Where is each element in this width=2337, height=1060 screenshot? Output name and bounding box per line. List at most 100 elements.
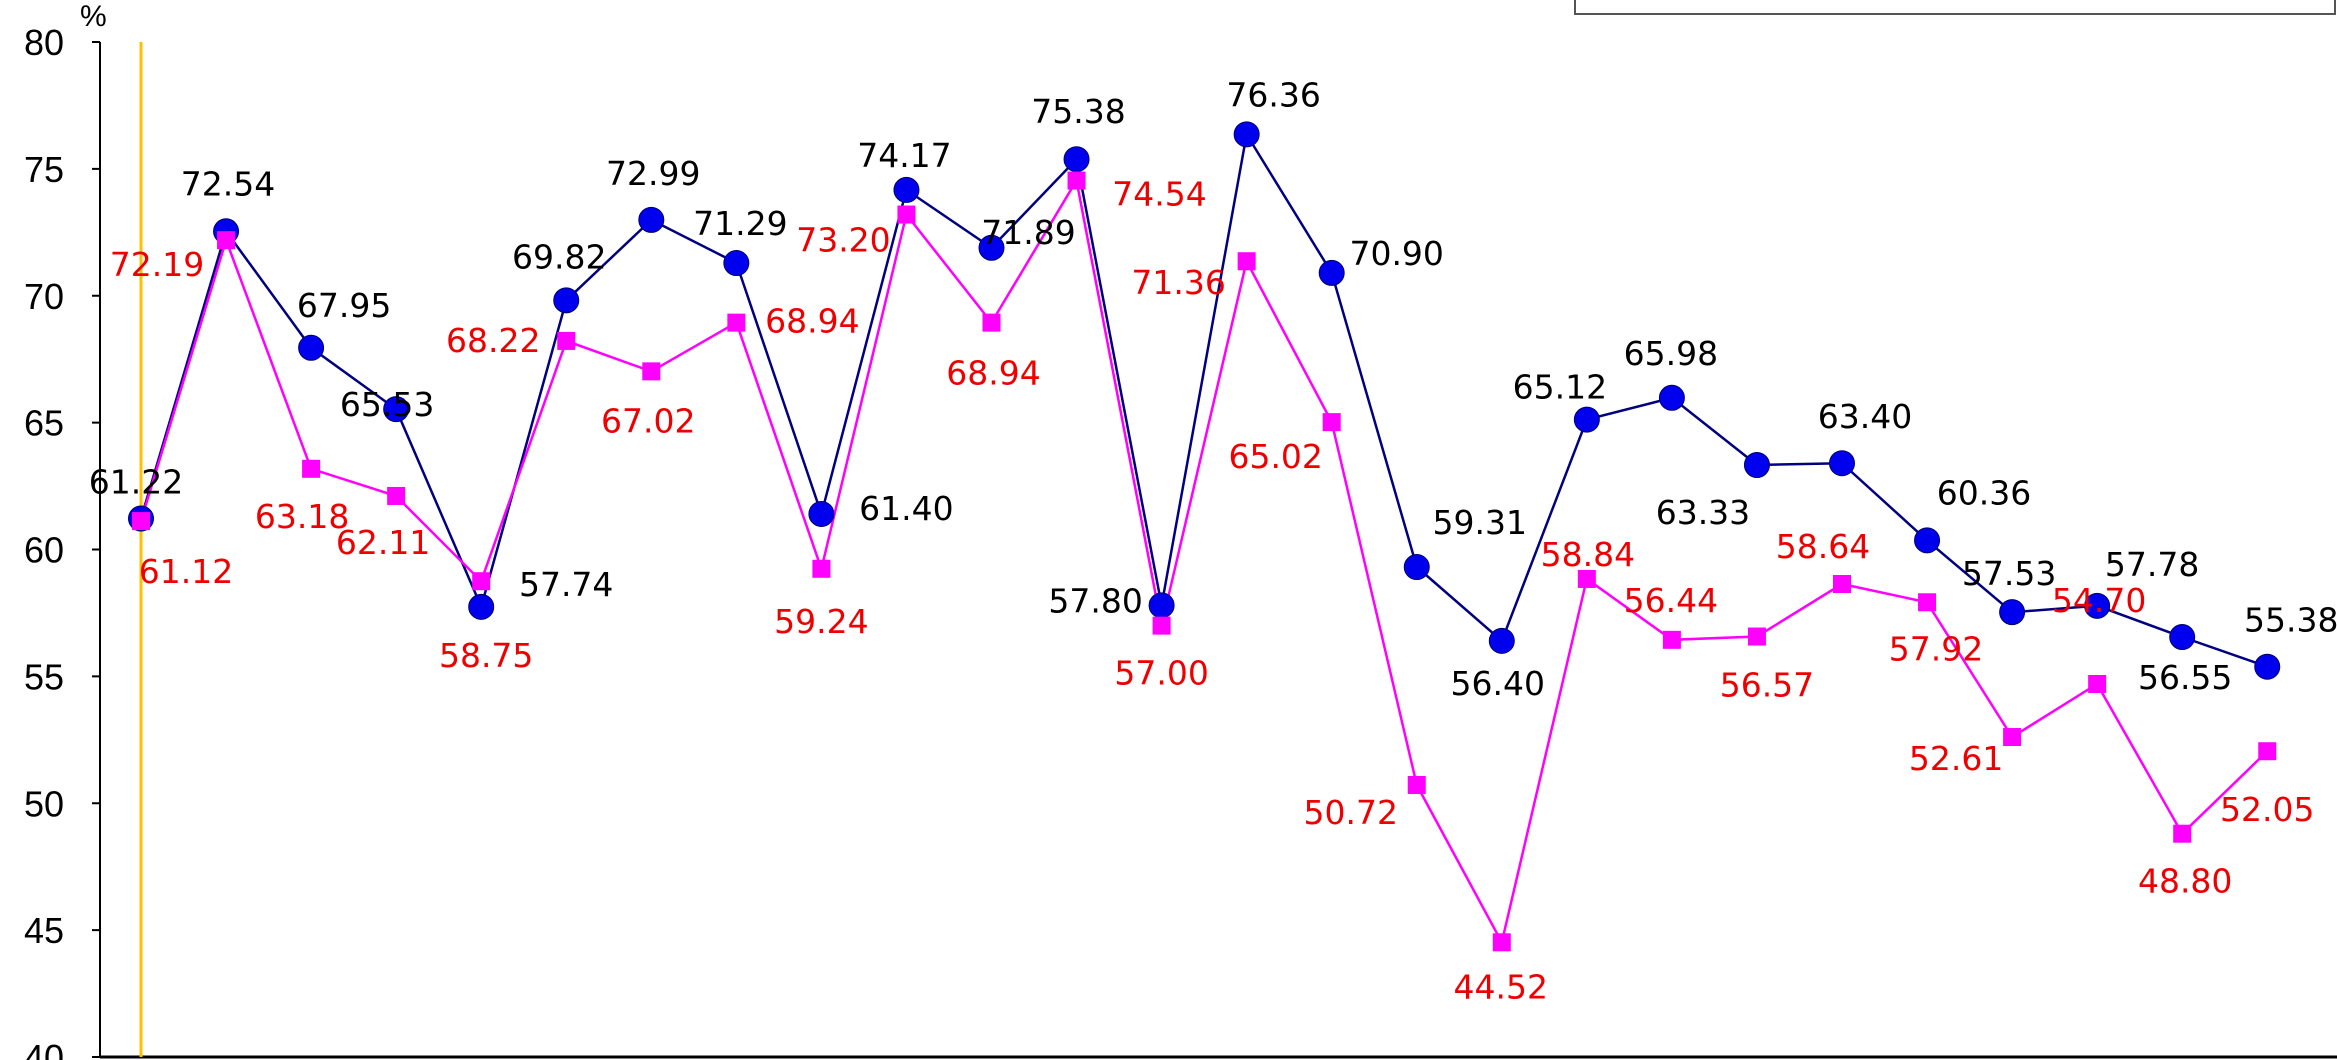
series-1-data-label: 57.53 <box>1962 554 2056 593</box>
series-markers <box>128 121 2281 952</box>
series-1-data-label: 71.89 <box>981 213 1075 252</box>
series-1-point <box>1488 627 1515 654</box>
series-1-point <box>1318 259 1345 286</box>
series-2-data-label: 56.44 <box>1624 581 1718 620</box>
legend-box-edge <box>1574 0 2336 15</box>
series-2-data-label: 68.94 <box>946 354 1040 393</box>
series-1-data-label: 56.40 <box>1451 664 1545 703</box>
series-1-point <box>2169 624 2196 651</box>
series-2-data-label: 58.84 <box>1541 535 1635 574</box>
series-1-point <box>808 500 835 527</box>
series-1-data-label: 59.31 <box>1433 503 1527 542</box>
series-2-data-label: 59.24 <box>774 602 868 641</box>
series-1-data-label: 70.90 <box>1349 234 1443 273</box>
series-2-point <box>1152 616 1171 635</box>
series-2-data-label: 57.00 <box>1114 654 1208 693</box>
series-2-data-label: 58.64 <box>1776 527 1870 566</box>
series-1-data-label: 56.55 <box>2138 658 2232 697</box>
series-2-point <box>982 313 1001 332</box>
y-tick-label: 80 <box>24 22 64 63</box>
series-2-point <box>217 231 236 250</box>
series-2-data-label: 48.80 <box>2138 862 2232 901</box>
series-2-point <box>1662 630 1681 649</box>
series-1-point <box>1148 592 1175 619</box>
series-2-point <box>302 459 321 478</box>
series-1-point <box>638 206 665 233</box>
series-1-point <box>468 593 495 620</box>
series-1-point <box>893 176 920 203</box>
series-line-2 <box>139 177 2269 946</box>
y-tick-label: 60 <box>24 530 64 571</box>
series-1-data-label: 75.38 <box>1031 92 1125 131</box>
series-2-point <box>1577 569 1596 588</box>
series-1-data-label: 57.74 <box>519 565 613 604</box>
series-2-data-label: 50.72 <box>1304 793 1398 832</box>
series-1-point <box>2084 592 2111 619</box>
series-1-data-label: 60.36 <box>1937 473 2031 512</box>
series-1-data-label: 72.54 <box>181 164 275 203</box>
series-2-data-label: 52.05 <box>2220 790 2314 829</box>
series-1-data-label: 65.98 <box>1624 334 1718 373</box>
series-2-point <box>897 205 916 224</box>
series-1-point <box>1999 599 2026 626</box>
series-2-point <box>1237 252 1256 271</box>
series-1-point <box>2254 653 2281 680</box>
series-1-point <box>723 250 750 277</box>
axes: 40 45 50 55 60 65 70 75 80 <box>24 22 2337 1060</box>
series-2-point <box>1322 413 1341 432</box>
series-1-data-label: 63.33 <box>1656 493 1750 532</box>
series-2-data-label: 71.36 <box>1131 263 1225 302</box>
series-1-data-label: 55.38 <box>2244 601 2337 640</box>
series-1-point <box>1743 452 1770 479</box>
series-2-point <box>642 362 661 381</box>
y-axis-unit: % <box>80 0 107 33</box>
series-lines <box>139 130 2269 946</box>
series-1-data-label: 69.82 <box>512 237 606 276</box>
series-2-point <box>1492 933 1511 952</box>
series-2-data-label: 44.52 <box>1454 967 1548 1006</box>
series-2-point <box>812 559 831 578</box>
series-1-point <box>978 234 1005 261</box>
series-2-data-label: 52.61 <box>1909 739 2003 778</box>
series-2-data-label: 73.20 <box>796 221 890 260</box>
series-2-data-label: 58.75 <box>439 636 533 675</box>
series-2-data-label: 57.92 <box>1889 629 1983 668</box>
series-1-data-label: 57.80 <box>1048 581 1142 620</box>
series-2-point <box>1747 627 1766 646</box>
series-2-data-label: 61.12 <box>139 552 233 591</box>
series-1-point <box>1658 384 1685 411</box>
series-2-point <box>1833 575 1851 594</box>
series-1-point <box>553 287 580 314</box>
series-1-point <box>1063 146 1090 173</box>
data-labels: 61.22 72.54 67.95 65.53 57.74 69.82 72.99 71.29… <box>89 75 2337 1006</box>
series-2-data-label: 68.22 <box>446 321 540 360</box>
series-1-point <box>1403 554 1430 581</box>
reference-lines <box>139 42 143 1057</box>
series-1-data-label: 74.17 <box>857 136 951 175</box>
series-2-point <box>1918 593 1937 612</box>
y-tick-label: 65 <box>24 403 64 444</box>
series-1-data-label: 76.36 <box>1226 75 1320 114</box>
series-1-data-label: 61.40 <box>859 489 953 528</box>
series-1-point <box>1829 450 1855 477</box>
series-1-data-label: 65.53 <box>340 385 434 424</box>
series-2-point <box>472 572 491 591</box>
series-1-point <box>383 396 410 423</box>
y-tick-label: 70 <box>24 276 64 317</box>
series-1-data-label: 57.78 <box>2105 545 2199 584</box>
series-2-point <box>2088 674 2107 693</box>
series-2-point <box>2258 742 2277 761</box>
y-tick-label: 55 <box>24 656 64 697</box>
series-2-point <box>132 512 150 531</box>
series-1-data-label: 71.29 <box>693 204 787 243</box>
series-2-data-label: 68.94 <box>765 302 859 341</box>
series-2-point <box>2173 824 2192 843</box>
series-1-point <box>298 334 325 361</box>
y-tick-label: 50 <box>24 783 64 824</box>
series-2-data-label: 72.19 <box>110 245 204 284</box>
series-2-data-label: 54.70 <box>2052 581 2146 620</box>
series-1-point <box>1914 527 1941 554</box>
series-2-point <box>2003 728 2022 747</box>
series-1-data-label: 65.12 <box>1513 368 1607 407</box>
